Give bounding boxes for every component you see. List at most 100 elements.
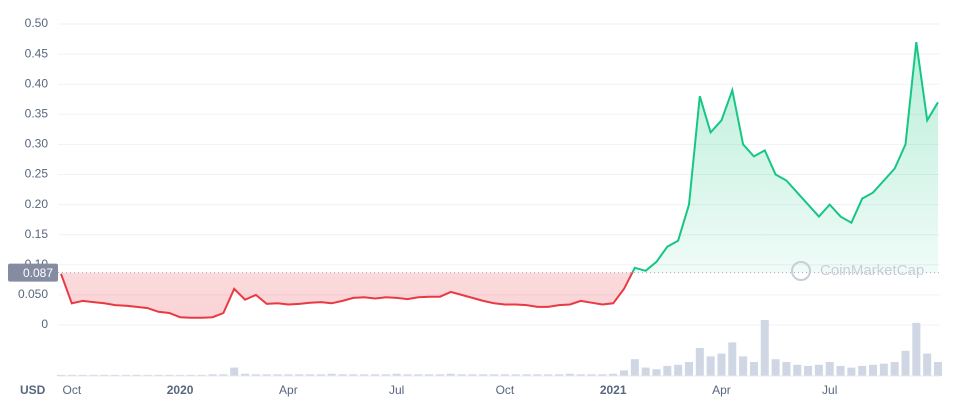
watermark: CoinMarketCap	[820, 262, 924, 279]
volume-bar	[468, 374, 477, 376]
volume-bar	[684, 362, 693, 376]
volume-bar	[403, 374, 412, 376]
volume-bar	[901, 350, 910, 376]
price-line-below	[60, 272, 634, 319]
volume-bar	[793, 364, 802, 376]
volume-bar	[717, 353, 726, 376]
volume-bar	[814, 364, 823, 376]
volume-bar	[858, 365, 867, 376]
volume-bar	[739, 356, 748, 376]
volume-layer	[57, 320, 942, 377]
volume-bar	[533, 374, 542, 376]
volume-bar	[500, 374, 509, 376]
y-tick-label: 0.40	[25, 76, 49, 90]
volume-bar	[143, 374, 152, 376]
x-tick-label: 2021	[600, 383, 627, 397]
volume-bar	[165, 374, 174, 376]
volume-bar	[230, 367, 239, 376]
watermark-logo	[791, 261, 811, 281]
volume-bar	[479, 374, 488, 376]
unit-label: USD	[20, 383, 46, 397]
volume-bar	[132, 374, 141, 376]
y-tick-label: 0.35	[25, 106, 49, 120]
volume-bar	[706, 356, 715, 376]
line-layer	[58, 41, 940, 319]
y-tick-label: 0.20	[25, 197, 49, 211]
volume-bar	[392, 373, 401, 376]
volume-bar	[620, 370, 629, 376]
volume-bar	[219, 374, 228, 376]
volume-bar	[598, 374, 607, 376]
volume-bar	[273, 374, 282, 376]
label-layer: Oct 2020 Apr Jul Oct 2021 Apr Jul 0.087	[8, 263, 837, 397]
volume-bar	[262, 374, 271, 376]
volume-bar	[349, 374, 358, 376]
x-tick-label: Oct	[496, 383, 515, 397]
volume-bar	[251, 374, 260, 376]
volume-bar	[728, 342, 737, 376]
volume-bar	[804, 365, 813, 376]
volume-bar	[511, 374, 520, 376]
price-line-above	[631, 41, 939, 273]
baseline-label: 0.087	[23, 266, 53, 280]
volume-bar	[836, 365, 845, 376]
volume-bar	[869, 364, 878, 376]
x-tick-label: Apr	[712, 383, 731, 397]
volume-bar	[912, 322, 921, 376]
x-tick-label: Jul	[822, 383, 837, 397]
volume-bar	[782, 362, 791, 376]
x-tick-label: 2020	[167, 383, 194, 397]
volume-bar	[576, 374, 585, 376]
volume-bar	[208, 374, 217, 376]
volume-bar	[771, 359, 780, 376]
y-tick-label: 0.050	[18, 287, 48, 301]
volume-bar	[587, 374, 596, 376]
x-tick-label: Apr	[279, 383, 298, 397]
volume-bar	[67, 374, 76, 376]
volume-bar	[306, 374, 315, 376]
volume-bar	[923, 353, 932, 376]
volume-bar	[609, 373, 618, 376]
x-tick-label: Jul	[389, 383, 404, 397]
volume-bar	[295, 374, 304, 376]
volume-bar	[284, 374, 293, 376]
volume-bar	[154, 374, 163, 376]
volume-bar	[652, 369, 661, 376]
volume-bar	[89, 374, 98, 376]
volume-bar	[544, 374, 553, 376]
volume-bar	[414, 374, 423, 376]
volume-bar	[435, 374, 444, 376]
volume-bar	[879, 363, 888, 376]
volume-bar	[78, 374, 87, 376]
volume-bar	[674, 364, 683, 376]
volume-bar	[522, 374, 531, 376]
volume-bar	[446, 373, 455, 376]
volume-bar	[197, 374, 206, 376]
volume-bar	[825, 362, 834, 376]
volume-bar	[934, 362, 942, 376]
area-below	[61, 272, 633, 318]
volume-bar	[890, 362, 899, 376]
volume-bar	[100, 374, 109, 376]
volume-bar	[327, 373, 336, 376]
volume-bar	[370, 374, 379, 376]
volume-bar	[760, 320, 769, 376]
volume-bar	[338, 374, 347, 376]
x-tick-label: Oct	[62, 383, 81, 397]
y-tick-label: 0.30	[25, 137, 49, 151]
volume-bar	[749, 362, 758, 376]
volume-bar	[111, 374, 120, 376]
volume-bar	[847, 367, 856, 376]
volume-bar	[381, 374, 390, 376]
volume-bar	[360, 374, 369, 376]
volume-bar	[695, 348, 704, 376]
volume-bar	[630, 359, 639, 376]
y-tick-label: 0.50	[25, 16, 49, 30]
volume-bar	[490, 374, 499, 376]
volume-bar	[555, 374, 564, 376]
volume-bar	[425, 374, 434, 376]
y-tick-label: 0.25	[25, 167, 49, 181]
y-tick-label: 0	[41, 317, 48, 331]
baseline-label-box	[8, 263, 58, 282]
